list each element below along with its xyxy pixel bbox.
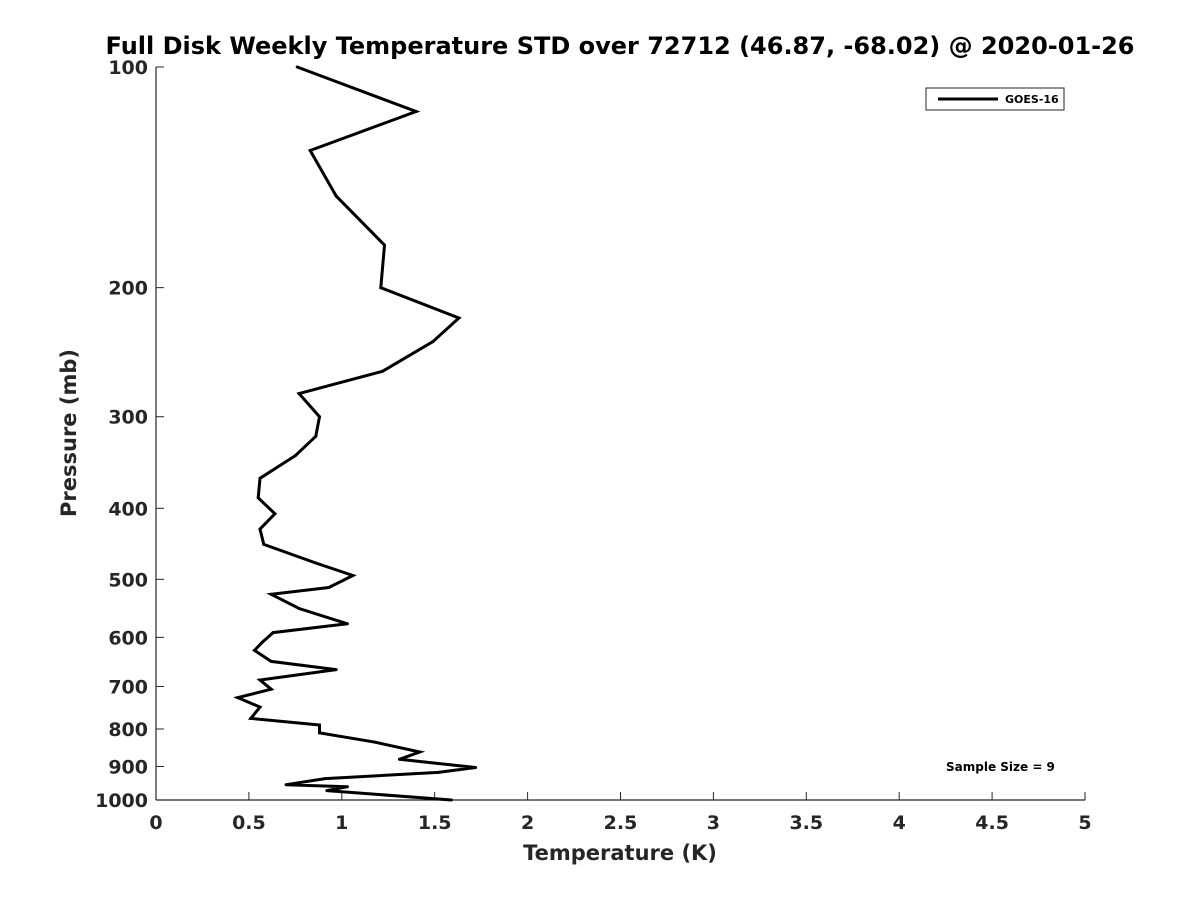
x-tick-label: 4.5 <box>975 812 1009 834</box>
data-point <box>318 415 321 419</box>
data-point <box>318 723 321 727</box>
x-axis-ticks: 0 0.5 1 1.5 2 2.5 3 3.5 4 4.5 5 <box>149 792 1092 834</box>
y-axis-ticks: 100 200 300 400 500 600 700 800 900 1000 <box>95 57 164 812</box>
data-point <box>436 770 440 774</box>
legend: GOES-16 <box>925 87 1065 111</box>
data-point <box>258 678 262 682</box>
data-point <box>314 561 318 565</box>
data-point <box>271 631 275 635</box>
x-tick-label: 5 <box>1078 812 1091 834</box>
data-point <box>249 716 253 720</box>
data-point <box>457 316 461 320</box>
data-point <box>293 454 297 458</box>
y-tick-label: 200 <box>108 278 148 300</box>
data-point <box>373 740 377 744</box>
x-tick-label: 0.5 <box>232 812 266 834</box>
x-tick-label: 2 <box>521 812 534 834</box>
legend-entry-goes-16: GOES-16 <box>1005 93 1059 106</box>
data-point <box>323 777 327 781</box>
data-point <box>258 476 262 480</box>
data-point <box>397 757 401 761</box>
series-points <box>236 65 478 802</box>
data-point <box>325 789 329 793</box>
data-point <box>284 783 288 787</box>
x-axis-label: Temperature (K) <box>523 841 717 865</box>
series-line-goes-16 <box>233 65 476 802</box>
data-point <box>273 512 277 516</box>
data-point <box>345 785 349 789</box>
data-point <box>295 65 299 69</box>
data-point <box>334 194 338 198</box>
data-point <box>327 586 331 589</box>
data-point <box>253 648 256 652</box>
data-point <box>236 696 240 700</box>
data-point <box>345 622 349 626</box>
data-point <box>260 641 264 645</box>
y-tick-label: 300 <box>108 407 148 429</box>
data-point <box>269 592 273 596</box>
y-axis-label: Pressure (mb) <box>57 349 81 517</box>
data-point <box>308 149 312 152</box>
x-tick-label: 1 <box>335 812 348 834</box>
data-point <box>269 687 273 691</box>
y-tick-label: 800 <box>108 719 148 741</box>
chart-title: Full Disk Weekly Temperature STD over 72… <box>106 32 1135 60</box>
data-point <box>381 369 385 373</box>
data-point <box>449 798 453 802</box>
y-tick-label: 900 <box>108 756 148 778</box>
y-tick-label: 1000 <box>95 790 148 812</box>
x-tick-label: 3.5 <box>789 812 823 834</box>
data-point <box>318 731 321 735</box>
data-point <box>297 392 301 396</box>
x-tick-label: 1.5 <box>418 812 452 834</box>
data-point <box>379 286 383 290</box>
x-tick-label: 4 <box>893 812 906 834</box>
data-point <box>418 750 422 754</box>
data-point <box>474 766 478 769</box>
x-tick-label: 0 <box>149 812 162 834</box>
data-point <box>258 527 262 531</box>
y-tick-label: 500 <box>108 569 148 591</box>
y-tick-label: 700 <box>108 676 148 698</box>
y-tick-label: 400 <box>108 498 148 520</box>
data-point <box>383 243 386 247</box>
y-tick-label: 600 <box>108 627 148 649</box>
data-point <box>262 542 266 546</box>
data-point <box>258 705 262 709</box>
data-point <box>351 574 355 577</box>
x-tick-label: 2.5 <box>604 812 638 834</box>
sample-size-annotation: Sample Size = 9 <box>946 760 1055 774</box>
y-tick-label: 100 <box>108 57 148 79</box>
x-tick-label: 3 <box>707 812 720 834</box>
data-point <box>269 659 273 663</box>
data-point <box>414 110 418 113</box>
data-point <box>256 496 260 500</box>
data-point <box>314 434 318 438</box>
data-point <box>431 340 435 344</box>
data-point <box>334 668 338 672</box>
data-point <box>297 607 301 610</box>
